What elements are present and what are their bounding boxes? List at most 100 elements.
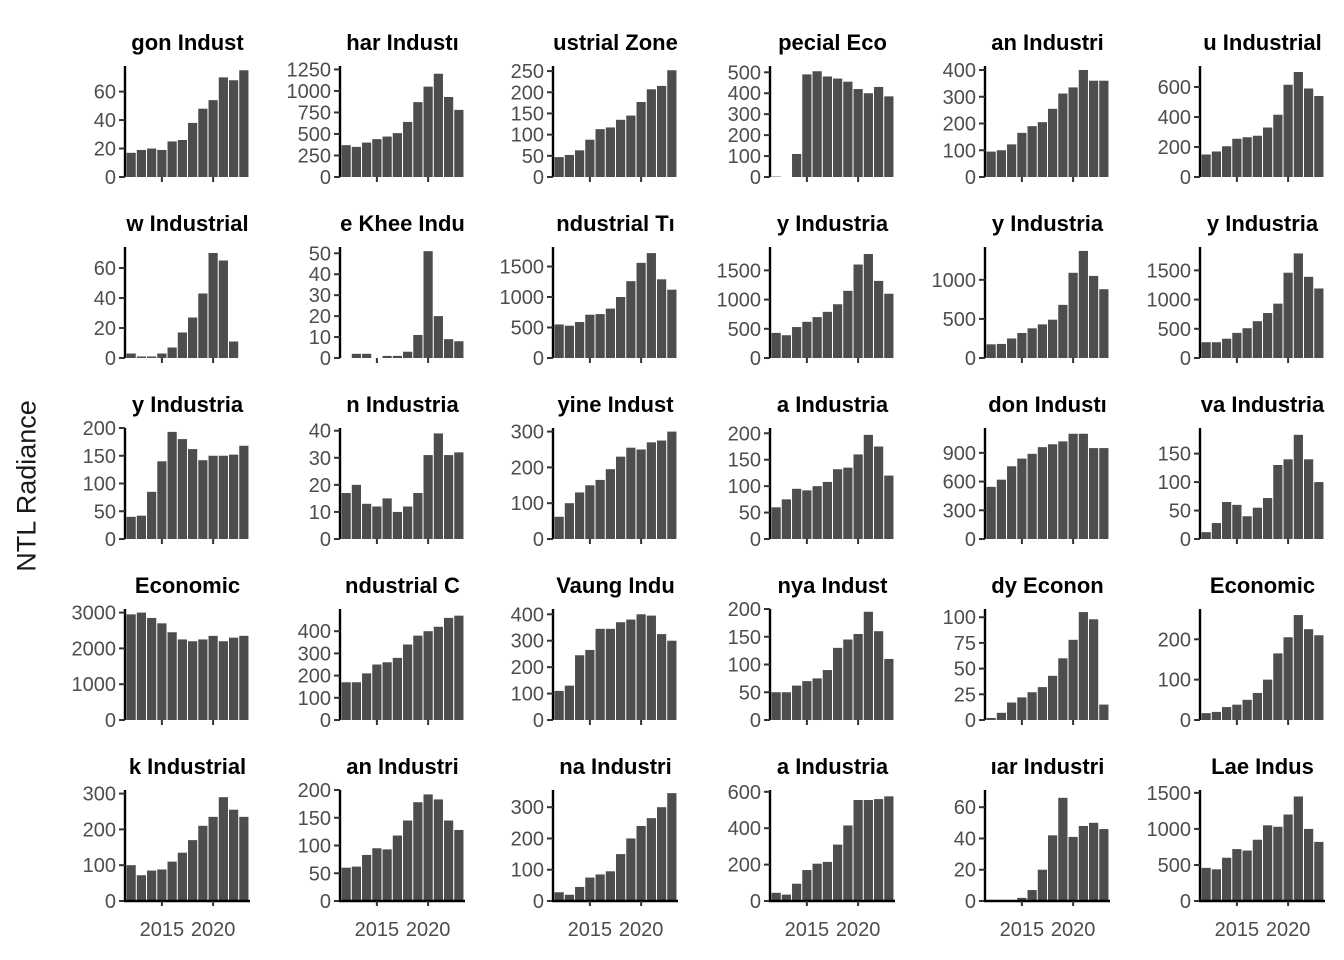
bar <box>843 290 853 358</box>
bar <box>198 460 208 539</box>
panel-title: a Industria <box>777 754 889 779</box>
bar <box>403 351 413 358</box>
bar <box>1273 303 1283 358</box>
bar <box>188 641 198 720</box>
bar <box>1304 629 1314 720</box>
bar <box>646 89 656 177</box>
bar <box>626 281 636 358</box>
y-tick-label: 10 <box>309 327 331 349</box>
x-tick-label: 2020 <box>1051 919 1096 941</box>
bar <box>157 869 167 901</box>
bar <box>1099 289 1109 358</box>
y-tick-label: 50 <box>309 863 331 885</box>
y-tick-label: 100 <box>298 836 331 858</box>
bar <box>626 115 636 177</box>
bar <box>1263 498 1273 539</box>
bar <box>372 506 382 539</box>
bar <box>454 829 464 901</box>
panel-title: nya Indust <box>777 573 888 598</box>
bar <box>843 825 853 901</box>
bar <box>126 516 136 539</box>
bar <box>1048 675 1058 720</box>
bar <box>177 332 187 358</box>
bar <box>1089 822 1099 901</box>
y-tick-label: 900 <box>943 443 976 465</box>
bar <box>771 692 781 720</box>
y-tick-label: 400 <box>511 604 544 626</box>
bar <box>188 122 198 177</box>
y-tick-label: 100 <box>83 474 116 496</box>
y-tick-label: 250 <box>298 145 331 167</box>
bar <box>1027 890 1037 901</box>
bar <box>198 293 208 358</box>
bar <box>382 355 392 358</box>
panel-title: pecial Eco <box>778 30 887 55</box>
y-tick-label: 150 <box>511 103 544 125</box>
y-tick-label: 300 <box>511 797 544 819</box>
facet-panel: a Industria 0 50 100 150 200 <box>728 392 894 551</box>
bar <box>636 614 646 720</box>
y-tick-label: 0 <box>533 891 544 913</box>
bar <box>605 308 615 358</box>
bar <box>157 149 167 177</box>
facet-panel: don Industı 0 300 600 900 <box>943 392 1109 551</box>
bar <box>812 863 822 901</box>
bar <box>167 431 177 539</box>
bar <box>1222 502 1232 539</box>
y-tick-label: 200 <box>511 82 544 104</box>
bar <box>1007 338 1017 358</box>
bar <box>433 73 443 177</box>
y-tick-label: 200 <box>728 125 761 147</box>
bar <box>423 631 433 720</box>
bar <box>1293 72 1303 177</box>
bar <box>136 356 146 358</box>
bar <box>1027 328 1037 358</box>
y-tick-label: 1500 <box>1147 260 1192 282</box>
bar <box>351 146 361 177</box>
y-tick-label: 500 <box>511 318 544 340</box>
bar <box>802 870 812 901</box>
bar <box>781 335 791 358</box>
y-tick-label: 0 <box>965 167 976 189</box>
bar <box>1273 653 1283 720</box>
y-tick-label: 0 <box>105 348 116 370</box>
bar <box>646 818 656 901</box>
bar <box>136 875 146 901</box>
bar <box>362 854 372 901</box>
bar <box>792 685 802 720</box>
bar <box>812 317 822 358</box>
bar <box>198 108 208 177</box>
bar <box>341 492 351 539</box>
bar <box>1242 850 1252 901</box>
bar <box>616 622 626 720</box>
y-tick-label: 0 <box>533 167 544 189</box>
bar <box>392 657 402 720</box>
facet-panel: u Industrial 0 200 400 600 <box>1158 30 1324 189</box>
bar <box>822 861 832 901</box>
panel-title: Economic <box>1210 573 1315 598</box>
bar <box>802 321 812 358</box>
y-tick-label: 150 <box>728 627 761 649</box>
panel-title: k Industrial <box>129 754 246 779</box>
bar <box>667 431 677 539</box>
bar <box>208 253 218 358</box>
bar <box>771 892 781 901</box>
bar <box>239 70 249 177</box>
panel-title: y Industria <box>992 211 1104 236</box>
bar <box>126 152 136 177</box>
bar <box>1078 825 1088 901</box>
bar <box>413 802 423 901</box>
y-tick-label: 500 <box>943 309 976 331</box>
bar <box>554 892 564 901</box>
bar <box>1252 692 1262 720</box>
bar <box>1293 434 1303 539</box>
bar <box>1037 122 1047 177</box>
facet-panel: gon Indust 0 20 40 60 <box>94 30 249 189</box>
facet-panel: yine Indust 0 100 200 300 <box>511 392 677 551</box>
bar <box>392 133 402 177</box>
bar <box>147 148 157 177</box>
